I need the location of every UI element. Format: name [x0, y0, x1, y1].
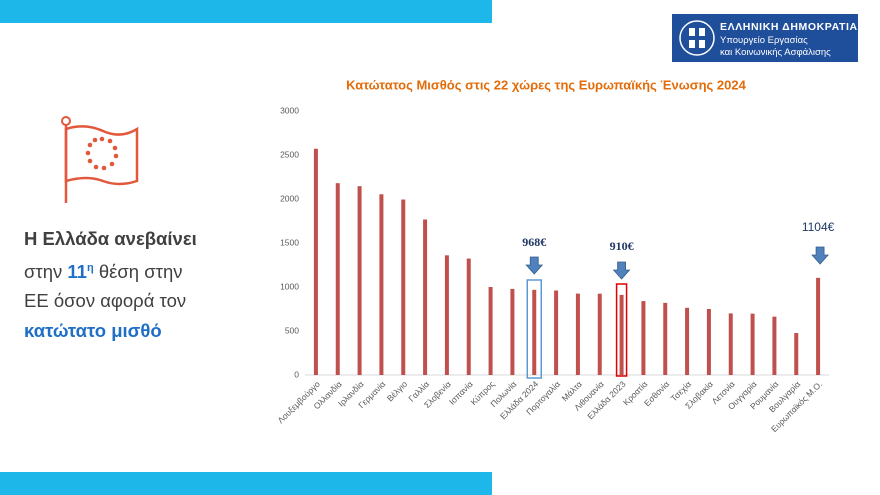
highlight-box — [526, 279, 542, 379]
bar — [466, 258, 471, 375]
bar — [313, 148, 318, 375]
bar — [488, 287, 493, 375]
bar — [706, 309, 711, 375]
headline-text: θέση στην — [98, 260, 183, 282]
annotation: 910€ — [610, 239, 634, 253]
bar — [575, 293, 580, 375]
y-tick-label: 500 — [285, 325, 299, 335]
bar — [357, 186, 362, 375]
highlight-box — [615, 283, 628, 377]
headline-line: ΕΕ όσον αφορά τον — [24, 290, 187, 312]
headline-text: στην — [24, 260, 63, 282]
bar — [532, 289, 537, 375]
logo-title: ΕΛΛΗΝΙΚΗ ΔΗΜΟΚΡΑΤΙΑ — [720, 21, 858, 33]
bottom-band — [0, 472, 492, 495]
logo: ΕΛΛΗΝΙΚΗ ΔΗΜΟΚΡΑΤΙΑ Υπουργείο Εργασίας κ… — [672, 14, 858, 62]
top-band — [0, 0, 492, 23]
chart-title: Κατώτατος Μισθός στις 22 χώρες της Ευρωπ… — [346, 77, 746, 92]
bar — [444, 255, 449, 375]
y-tick-label: 1000 — [280, 281, 299, 291]
y-tick-label: 2500 — [280, 149, 299, 159]
headline-line: κατώτατο μισθό — [24, 319, 162, 341]
bar — [619, 294, 624, 375]
rank-suffix: η — [86, 261, 94, 274]
bar — [728, 313, 733, 375]
eu-flag-icon — [61, 116, 139, 203]
headline-line: Η Ελλάδα ανεβαίνει — [24, 228, 197, 249]
emblem — [679, 20, 715, 56]
logo-line: και Κοινωνικής Ασφάλισης — [720, 47, 831, 58]
bar — [685, 307, 690, 375]
rank: 11 — [67, 260, 87, 282]
y-tick-label: 2000 — [280, 193, 299, 203]
bar — [510, 288, 515, 375]
headline: Η Ελλάδα ανεβαίνει στην 11η θέση στην ΕΕ… — [24, 224, 197, 345]
y-tick-label: 0 — [294, 369, 299, 379]
bar — [750, 313, 755, 375]
arrow — [525, 256, 544, 275]
bar — [379, 194, 384, 375]
bar — [641, 301, 646, 375]
bar — [423, 219, 428, 375]
annotation: 1104€ — [802, 220, 835, 234]
headline-line: στην 11η θέση στην — [24, 254, 197, 287]
bar — [663, 302, 668, 375]
bar — [816, 277, 821, 375]
bar — [794, 333, 799, 375]
bar — [597, 293, 602, 375]
logo-line: Υπουργείο Εργασίας — [720, 35, 808, 46]
annotation: 968€ — [522, 235, 546, 249]
bar — [772, 316, 777, 375]
bar — [554, 290, 559, 375]
arrow — [612, 261, 631, 280]
arrow — [811, 246, 829, 265]
y-tick-label: 1500 — [280, 237, 299, 247]
y-tick-label: 3000 — [280, 105, 299, 115]
bar — [335, 183, 340, 375]
x-tick-label: Βέλγιο — [385, 379, 410, 404]
bar — [401, 199, 406, 375]
